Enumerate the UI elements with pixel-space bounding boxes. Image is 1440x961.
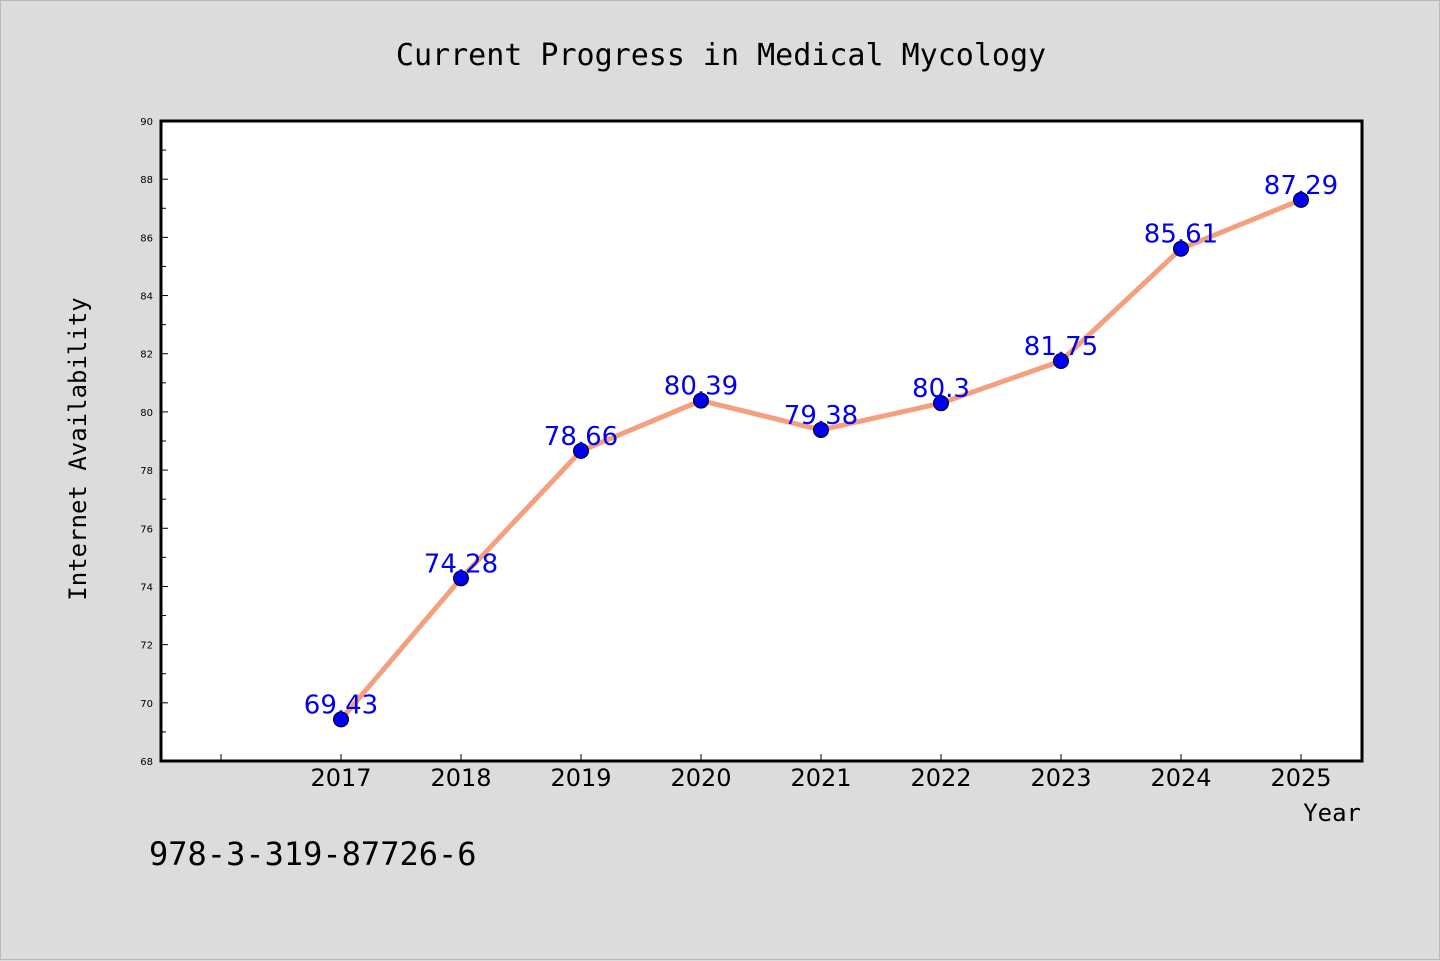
- y-tick-label: 86: [140, 233, 153, 244]
- y-axis-label: Internet Availability: [64, 297, 92, 600]
- footnote-isbn: 978-3-319-87726-6: [149, 835, 477, 873]
- data-label: 69.43: [304, 690, 378, 720]
- data-label: 87.29: [1264, 171, 1338, 201]
- x-tick-label: 2019: [550, 764, 611, 792]
- data-point: [933, 395, 949, 412]
- y-tick-label: 90: [140, 117, 153, 128]
- y-tick-label: 76: [140, 524, 153, 535]
- data-label: 85.61: [1144, 220, 1218, 250]
- x-axis: 2017 2018 2019 2020 2021 2022 2023 2024 2025: [220, 754, 1332, 792]
- y-tick-label: 82: [140, 350, 153, 361]
- data-label: 74.28: [424, 549, 498, 579]
- x-tick-label: 2025: [1270, 764, 1331, 792]
- data-label: 78.66: [544, 422, 618, 452]
- y-tick-label: 84: [140, 292, 153, 303]
- x-tick-label: 2018: [430, 764, 491, 792]
- data-labels: 69.43 74.28 78.66 80.39 79.38 80.3 81.75 85.61 8…: [304, 171, 1338, 721]
- x-tick-label: 2022: [910, 764, 971, 792]
- chart-title: Current Progress in Medical Mycology: [396, 38, 1046, 73]
- x-tick-label: 2017: [310, 764, 371, 792]
- data-point: [693, 392, 709, 409]
- y-tick-label: 70: [140, 699, 153, 710]
- y-tick-label: 80: [140, 408, 153, 419]
- data-point: [333, 711, 349, 728]
- y-tick-label: 74: [140, 582, 153, 593]
- y-tick-label: 88: [140, 175, 153, 186]
- x-tick-label: 2024: [1150, 764, 1211, 792]
- data-label: 80.3: [912, 374, 970, 404]
- y-tick-label: 78: [140, 466, 153, 477]
- data-point: [1293, 191, 1309, 208]
- data-point: [813, 421, 829, 438]
- y-tick-label: 72: [140, 641, 153, 652]
- data-label: 79.38: [784, 401, 858, 431]
- x-tick-label: 2020: [670, 764, 731, 792]
- plot-area: [159, 119, 1364, 763]
- x-tick-label: 2021: [790, 764, 851, 792]
- data-point: [573, 442, 589, 459]
- series-line: [333, 191, 1309, 728]
- x-tick-label: 2023: [1030, 764, 1091, 792]
- data-label: 81.75: [1024, 332, 1098, 362]
- data-point: [1173, 240, 1189, 257]
- data-point: [1053, 353, 1069, 369]
- y-tick-label: 68: [140, 757, 153, 768]
- y-axis: 68 70 72 74 76 78 80 82 84 86 88 90: [140, 117, 168, 768]
- data-point: [453, 570, 469, 587]
- x-axis-label: Year: [1303, 799, 1361, 827]
- data-label: 80.39: [664, 372, 738, 402]
